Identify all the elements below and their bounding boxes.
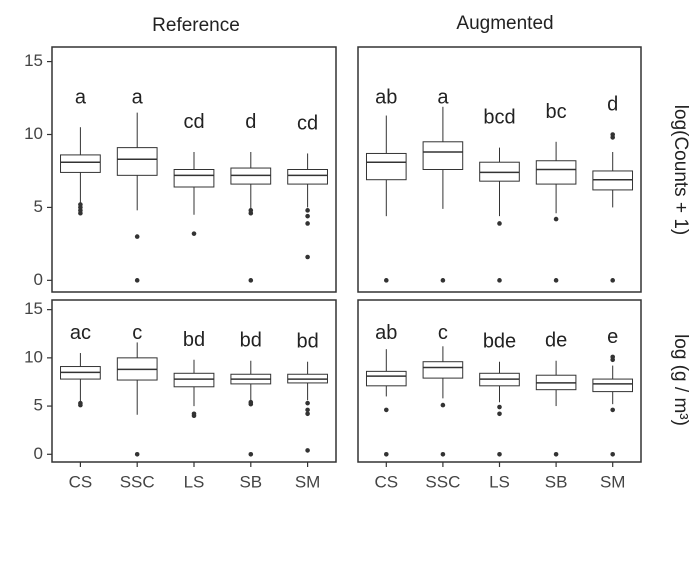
outlier — [497, 221, 502, 226]
outlier — [305, 213, 310, 219]
significance-letter: ac — [70, 322, 91, 344]
outlier — [305, 448, 310, 453]
significance-letter: e — [607, 326, 618, 348]
significance-letter: cd — [183, 111, 204, 133]
outlier — [248, 451, 254, 457]
box — [287, 169, 328, 185]
x-tick-label: LS — [184, 472, 205, 491]
outlier — [497, 404, 502, 410]
x-tick-label: LS — [489, 472, 510, 491]
outlier — [248, 278, 254, 283]
box — [60, 154, 101, 173]
box — [422, 361, 464, 379]
significance-letter: bc — [546, 101, 567, 123]
outlier — [440, 402, 446, 408]
outlier — [78, 202, 83, 207]
box — [173, 372, 215, 388]
panel-border — [357, 46, 642, 293]
significance-letter: bde — [483, 331, 516, 353]
outlier — [610, 132, 615, 137]
significance-letter: bd — [183, 329, 205, 351]
box — [116, 147, 158, 176]
x-tick-label: SB — [545, 472, 568, 491]
box — [592, 378, 634, 393]
y-tick-label: 15 — [24, 299, 43, 318]
outlier — [191, 411, 197, 417]
outlier — [384, 407, 389, 413]
y-tick-label: 10 — [24, 347, 43, 366]
significance-letter: bd — [240, 330, 262, 352]
outlier — [384, 451, 389, 457]
y-tick-label: 10 — [24, 124, 43, 143]
outlier — [610, 451, 615, 457]
x-tick-label: SSC — [425, 472, 460, 491]
outlier — [305, 254, 310, 260]
significance-letter: a — [437, 86, 449, 108]
significance-letter: bd — [296, 331, 318, 353]
outlier — [610, 407, 615, 413]
outlier — [305, 208, 310, 213]
column-title: Reference — [152, 15, 240, 36]
outlier — [497, 411, 502, 417]
significance-letter: ab — [375, 86, 397, 108]
y-tick-label: 5 — [34, 197, 43, 216]
outlier — [497, 278, 502, 283]
outlier — [134, 278, 140, 283]
outlier — [553, 451, 559, 457]
outlier — [78, 400, 83, 406]
outlier — [248, 208, 254, 213]
outlier — [134, 451, 140, 457]
significance-letter: d — [607, 94, 618, 116]
significance-letter: c — [438, 322, 448, 344]
outlier — [440, 278, 446, 283]
y-tick-label: 0 — [34, 270, 43, 289]
outlier — [134, 234, 140, 239]
outlier — [553, 216, 559, 222]
row-title: log(Counts + 1) — [670, 105, 691, 235]
outlier — [497, 451, 502, 457]
outlier — [610, 354, 615, 360]
outlier — [305, 221, 310, 226]
panel-border — [51, 46, 337, 293]
x-tick-label: SB — [239, 472, 262, 491]
y-tick-label: 0 — [34, 444, 43, 463]
significance-letter: cd — [297, 113, 318, 135]
box — [422, 141, 464, 171]
x-tick-label: SM — [600, 472, 626, 491]
outlier — [305, 411, 310, 417]
outlier — [191, 231, 197, 236]
y-tick-label: 5 — [34, 396, 43, 415]
significance-letter: a — [132, 86, 144, 108]
significance-letter: de — [545, 330, 567, 352]
x-tick-label: CS — [374, 472, 398, 491]
column-title: Augmented — [456, 13, 553, 34]
y-tick-label: 15 — [24, 51, 43, 70]
box — [365, 370, 407, 387]
significance-letter: d — [245, 111, 256, 133]
box — [365, 152, 407, 181]
x-tick-label: SM — [295, 472, 321, 491]
outlier — [248, 399, 254, 405]
x-tick-label: CS — [69, 472, 93, 491]
x-tick-label: SSC — [120, 472, 155, 491]
outlier — [305, 407, 310, 413]
significance-letter: c — [132, 322, 142, 344]
box — [173, 169, 215, 188]
outlier — [610, 278, 615, 283]
outlier — [384, 278, 389, 283]
significance-letter: bcd — [483, 107, 515, 129]
row-title: log (g / m³) — [670, 334, 691, 426]
outlier — [440, 451, 446, 457]
significance-letter: ab — [375, 322, 397, 344]
outlier — [553, 278, 559, 283]
box — [535, 160, 577, 185]
significance-letter: a — [75, 86, 87, 108]
outlier — [305, 400, 310, 406]
